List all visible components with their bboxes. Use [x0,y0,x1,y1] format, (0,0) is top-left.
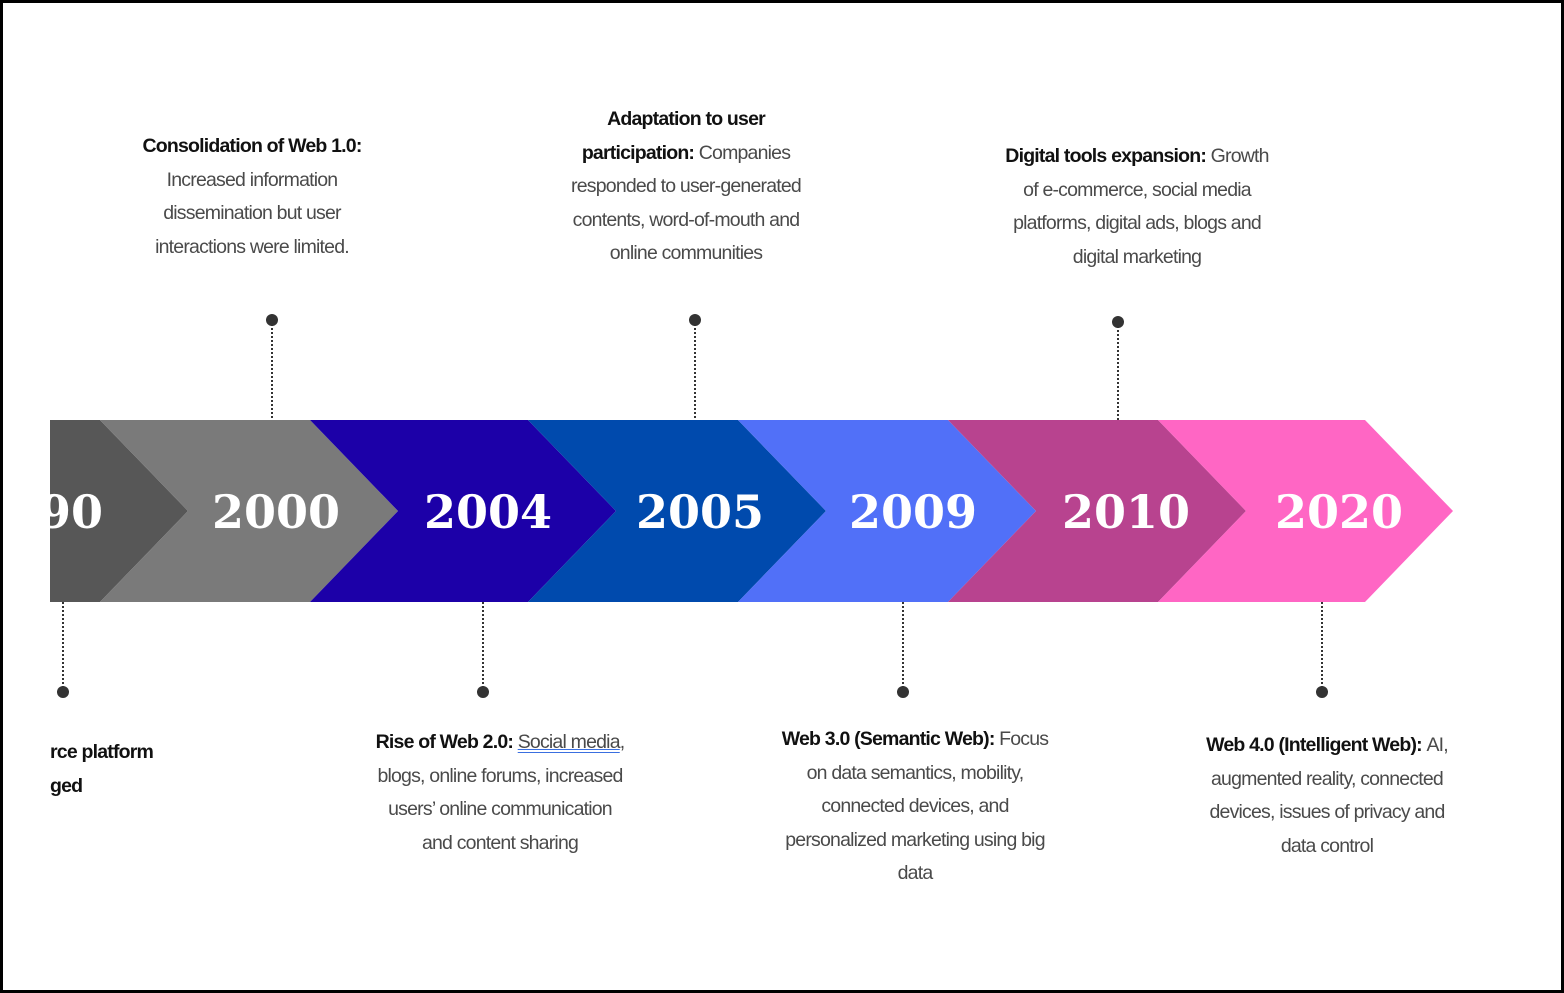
note-line: dissemination but user [142,197,361,231]
note-line: blogs, online forums, increased [376,760,625,794]
chevron-2009 [738,420,1036,602]
note-line: Increased information [142,164,361,198]
chevron-2010 [948,420,1246,602]
note-heading: Web 4.0 (Intelligent Web): [1206,734,1427,756]
note-text: Growth [1210,145,1270,167]
note-heading: ged [50,774,83,797]
note-line: of e-commerce, social media [1005,174,1268,208]
timeline-band: 990 2000 2004 2005 2009 2010 2020 [7,314,1453,698]
note-line: platforms, digital ads, blogs and [1005,207,1268,241]
note-line: rce platform [50,736,154,770]
year-label-2004: 2004 [424,485,552,539]
note-line: users’ online communication [376,793,625,827]
note-line: data control [1206,830,1448,864]
note-line: participation: Companies [571,137,801,171]
connector-dot-2009 [897,686,909,698]
note-line: data [782,857,1049,891]
note-text: Increased information [166,168,339,191]
note-1990: rce platform ged [50,736,154,804]
note-text: personalized marketing using big [785,828,1045,851]
note-text: blogs, online forums, increased [377,764,623,787]
note-text: online communities [609,242,763,264]
note-line: interactions were limited. [142,231,361,265]
note-text: dissemination but user [163,202,341,224]
note-line: devices, issues of privacy and [1206,796,1448,830]
chevron-1990 [50,420,188,602]
note-line: connected devices, and [782,790,1049,824]
note-2005: Adaptation to user participation: Compani… [571,103,802,271]
note-text: responded to user-generated [571,175,802,197]
note-text: interactions were limited. [155,235,350,258]
note-line: Consolidation of Web 1.0: [142,130,362,164]
note-text: data control [1280,834,1374,857]
note-text: and content sharing [421,831,579,854]
note-text: connected devices, and [821,795,1009,817]
note-line: augmented reality, connected [1206,763,1448,797]
note-line: Web 3.0 (Semantic Web): Focus [782,723,1049,757]
note-text: devices, issues of privacy and [1209,801,1445,823]
note-text: of e-commerce, social media [1023,178,1251,201]
note-2004: Rise of Web 2.0: Social media, blogs, onl… [376,726,625,860]
note-heading: participation: [581,141,699,164]
year-label-2000: 2000 [212,485,340,539]
connector-dot-2010 [1112,316,1124,328]
note-text: AI, [1426,734,1448,756]
note-text: data [897,862,934,884]
chevron-2005 [528,420,826,602]
note-line: Web 4.0 (Intelligent Web): AI, [1206,729,1449,763]
note-text: users’ online communication [388,798,613,820]
note-line: and content sharing [376,827,625,861]
year-label-2010: 2010 [1062,485,1190,539]
year-label-2020: 2020 [1275,485,1403,539]
note-2009: Web 3.0 (Semantic Web): Focus on data sem… [782,723,1049,891]
note-line: digital marketing [1005,241,1268,275]
chevron-2004 [310,420,616,602]
note-line: responded to user-generated [571,170,802,204]
note-link[interactable]: Social media [517,731,621,753]
note-2020: Web 4.0 (Intelligent Web): AI, augmented … [1206,729,1449,864]
note-line: Adaptation to user [571,103,801,137]
note-text: Focus [999,728,1049,750]
note-text: on data semantics, mobility, [806,761,1025,784]
note-line: Rise of Web 2.0: Social media, [376,726,625,760]
note-heading: Digital tools expansion: [1005,145,1211,167]
year-label-2005: 2005 [636,485,764,539]
note-line: on data semantics, mobility, [782,757,1049,791]
note-line: personalized marketing using big [782,824,1049,858]
note-line: contents, word-of-mouth and [571,204,801,238]
chevron-2000 [100,420,398,602]
note-text: Companies [698,141,791,164]
note-line: online communities [571,237,801,271]
note-heading: Rise of Web 2.0: [375,731,518,753]
connector-dot-2000 [266,314,278,326]
note-text: augmented reality, connected [1210,767,1444,790]
note-heading: Consolidation of Web 1.0: [142,135,362,157]
note-2000: Consolidation of Web 1.0: Increased infor… [142,130,362,265]
note-text: contents, word-of-mouth and [572,208,800,231]
note-text: digital marketing [1072,245,1202,268]
note-2010: Digital tools expansion: Growth of e-comm… [1005,140,1270,275]
connector-dot-2020 [1316,686,1328,698]
year-label-1990: 990 [7,485,103,539]
note-line: ged [50,770,153,804]
connector-dot-2004 [477,686,489,698]
note-heading: Web 3.0 (Semantic Web): [781,728,1000,750]
note-text: , [619,731,625,753]
note-text: platforms, digital ads, blogs and [1013,212,1262,234]
connector-dot-1990 [57,686,69,698]
note-heading: Adaptation to user [607,108,766,130]
connector-dot-2005 [689,314,701,326]
year-label-2009: 2009 [849,485,977,539]
note-heading: rce platform [50,741,154,763]
chevron-2020 [1158,420,1453,602]
note-line: Digital tools expansion: Growth [1005,140,1270,174]
